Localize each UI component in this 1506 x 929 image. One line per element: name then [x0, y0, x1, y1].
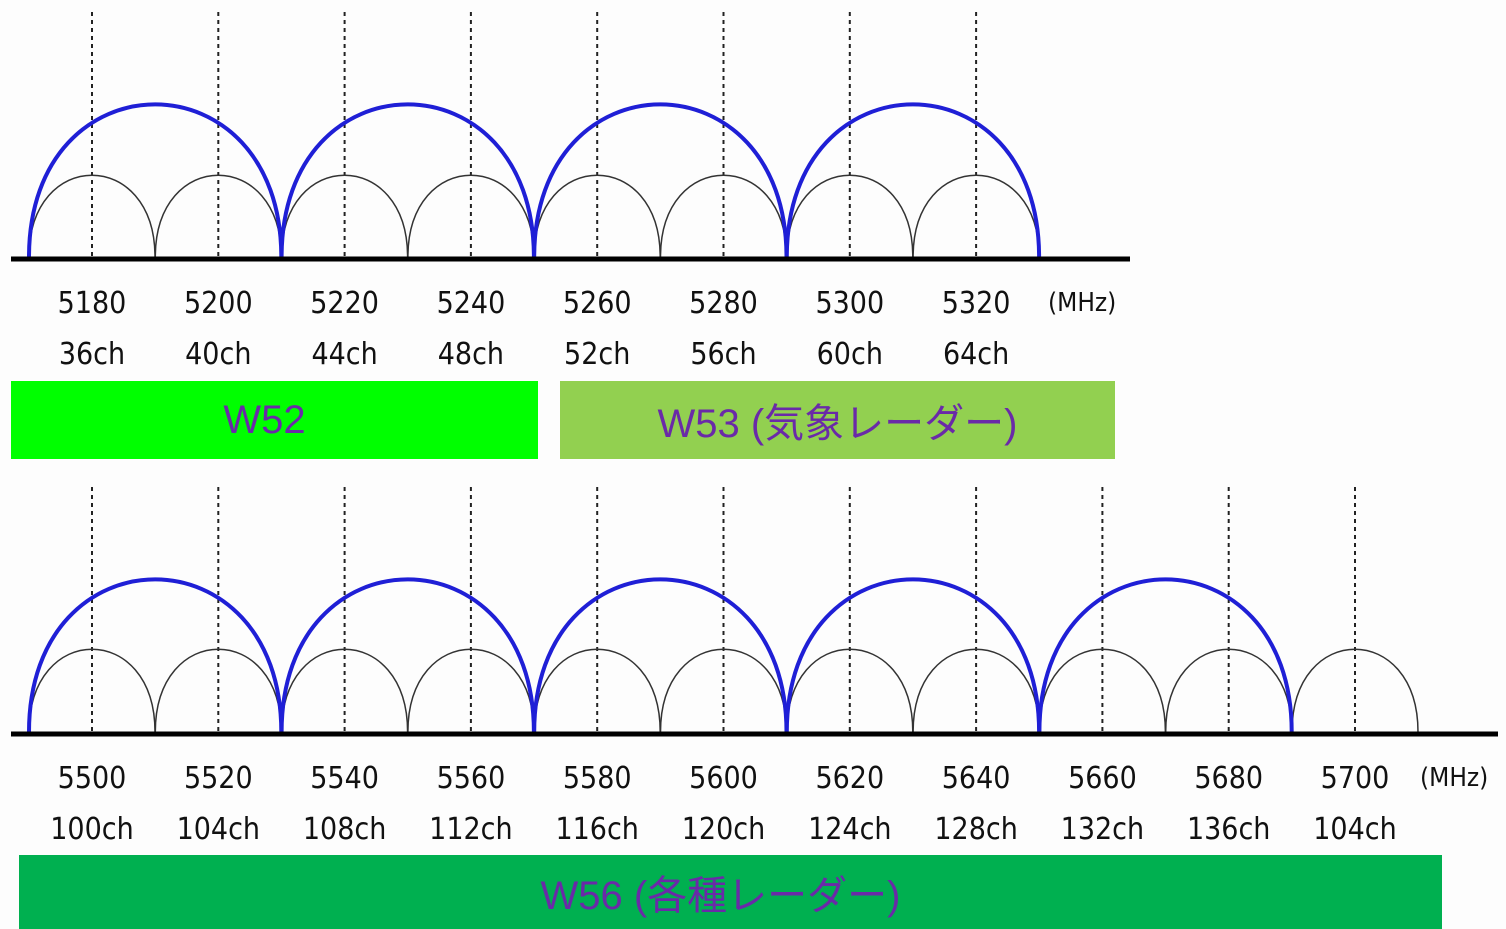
bottom-freq-label: 5520 — [184, 761, 253, 796]
bottom-freq-label: 5500 — [58, 761, 127, 796]
top-channel-label: 60ch — [817, 337, 883, 372]
top-wide-channel-arc-1 — [279, 102, 536, 258]
bottom-channel-label: 112ch — [429, 812, 512, 847]
band-w56: W56 (各種レーダー) — [19, 855, 1442, 929]
top-channel-arc-44ch — [280, 174, 409, 258]
top-wide-channel-arc-2 — [532, 102, 789, 258]
bottom-freq-label: 5580 — [563, 761, 632, 796]
top-channel-label: 64ch — [943, 337, 1009, 372]
top-channel-arc-36ch — [28, 174, 156, 258]
top-freq-label: 5280 — [689, 286, 758, 321]
bottom-channel-arc-104ch — [154, 648, 283, 733]
top-channel-arc-40ch — [154, 174, 283, 258]
top-channel-label: 52ch — [564, 337, 630, 372]
top-channel-arc-48ch — [407, 174, 535, 258]
band-w52-label: W52 — [223, 397, 306, 442]
bottom-wide-channel-arc-4 — [1037, 577, 1294, 733]
top-freq-label: 5240 — [437, 286, 506, 321]
bottom-freq-label: 5680 — [1194, 761, 1263, 796]
top-wide-channel-arc-3 — [784, 102, 1042, 258]
top-freq-label: 5180 — [58, 286, 127, 321]
top-channel-label: 56ch — [690, 337, 756, 372]
bottom-channel-label: 100ch — [50, 812, 133, 847]
top-channel-arc-56ch — [659, 174, 788, 258]
bottom-channel-label: 124ch — [808, 812, 891, 847]
bottom-channel-arc-104ch — [1291, 648, 1419, 733]
top-channel-arc-60ch — [786, 174, 914, 258]
bottom-channel-arc-132ch — [1038, 648, 1167, 733]
bottom-channel-arc-124ch — [786, 648, 914, 733]
bottom-freq-label: 5700 — [1321, 761, 1390, 796]
bottom-wide-channel-arc-2 — [532, 577, 789, 733]
bottom-channel-label: 120ch — [682, 812, 765, 847]
bottom-channel-arc-128ch — [912, 648, 1040, 733]
top-channel-label: 40ch — [185, 337, 251, 372]
bottom-channel-arc-112ch — [407, 648, 535, 733]
top-unit-label: (MHz) — [1048, 288, 1116, 318]
top-channel-label: 44ch — [311, 337, 377, 372]
bottom-freq-label: 5640 — [942, 761, 1011, 796]
top-freq-label: 5300 — [815, 286, 884, 321]
bottom-freq-label: 5660 — [1068, 761, 1137, 796]
bottom-channel-arc-116ch — [533, 648, 661, 733]
bottom-wide-channel-arc-3 — [784, 577, 1042, 733]
bottom-channel-label: 108ch — [303, 812, 386, 847]
top-channel-arc-64ch — [912, 174, 1040, 258]
bottom-freq-label: 5540 — [310, 761, 379, 796]
band-w53: W53 (気象レーダー) — [560, 381, 1115, 459]
band-w56-label: W56 (各種レーダー) — [540, 874, 901, 918]
top-channel-label: 36ch — [59, 337, 125, 372]
top-freq-label: 5260 — [563, 286, 632, 321]
top-freq-label: 5220 — [310, 286, 379, 321]
bottom-channel-label: 128ch — [934, 812, 1017, 847]
bottom-channel-label: 104ch — [177, 812, 260, 847]
top-freq-label: 5200 — [184, 286, 253, 321]
bottom-channel-arc-100ch — [28, 648, 156, 733]
bottom-wide-channel-arc-0 — [27, 577, 284, 733]
bottom-unit-label: (MHz) — [1420, 763, 1488, 793]
bottom-wide-channel-arc-1 — [279, 577, 536, 733]
top-freq-label: 5320 — [942, 286, 1011, 321]
bottom-channel-label: 136ch — [1187, 812, 1270, 847]
bottom-channel-label: 116ch — [555, 812, 638, 847]
bottom-channel-label: 132ch — [1061, 812, 1144, 847]
top-wide-channel-arc-0 — [27, 102, 284, 258]
band-w52: W52 — [11, 381, 538, 459]
bottom-freq-label: 5560 — [437, 761, 506, 796]
top-channel-arc-52ch — [533, 174, 661, 258]
band-w53-label: W53 (気象レーダー) — [657, 402, 1018, 446]
bottom-channel-label: 104ch — [1313, 812, 1396, 847]
top-channel-label: 48ch — [438, 337, 504, 372]
bottom-freq-label: 5600 — [689, 761, 758, 796]
bottom-freq-label: 5620 — [815, 761, 884, 796]
bottom-channel-arc-136ch — [1164, 648, 1293, 733]
bottom-channel-arc-108ch — [280, 648, 409, 733]
bottom-channel-arc-120ch — [659, 648, 788, 733]
